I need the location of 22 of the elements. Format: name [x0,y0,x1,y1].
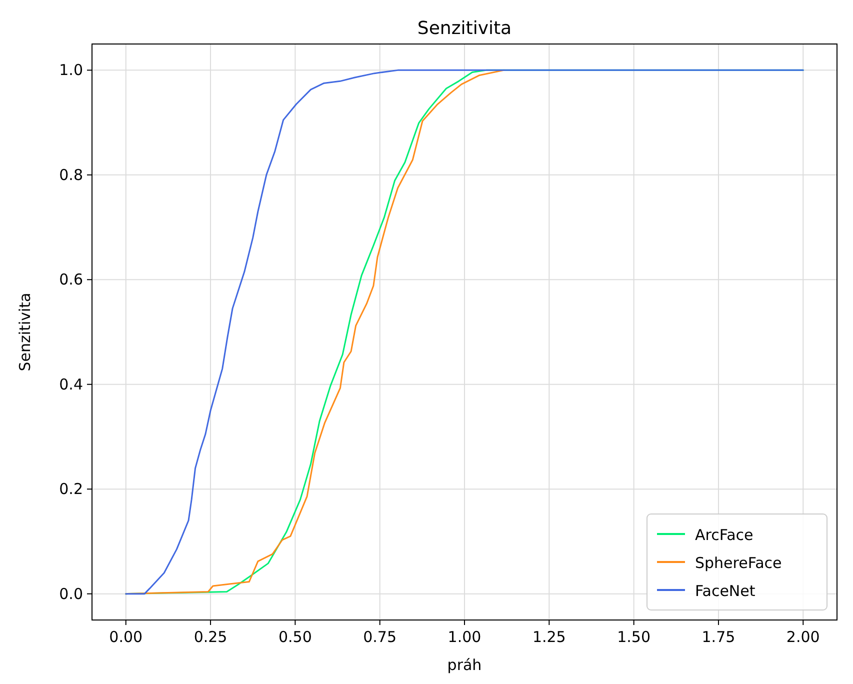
x-tick-label: 1.25 [532,628,566,646]
legend-label: ArcFace [695,526,754,544]
y-tick-label: 1.0 [59,61,83,80]
y-tick-label: 0.0 [59,584,83,603]
x-tick-label: 1.00 [448,628,482,646]
y-tick-label: 0.6 [59,270,83,289]
chart-title: Senzitivita [417,18,512,39]
x-tick-label: 1.75 [702,628,736,646]
legend-label: FaceNet [695,582,756,600]
x-tick-label: 0.50 [278,628,312,646]
x-axis-title: práh [447,656,482,674]
x-tick-label: 0.75 [363,628,397,646]
x-tick-label: 2.00 [786,628,820,646]
x-tick-label: 0.00 [109,628,143,646]
x-tick-label: 1.50 [617,628,651,646]
y-axis-title: Senzitivita [16,292,34,372]
y-tick-label: 0.4 [59,375,83,394]
y-tick-label: 0.2 [59,480,83,498]
x-tick-label: 0.25 [194,628,228,646]
legend-label: SphereFace [695,554,782,572]
y-tick-label: 0.8 [59,166,83,184]
line-series [125,69,804,595]
